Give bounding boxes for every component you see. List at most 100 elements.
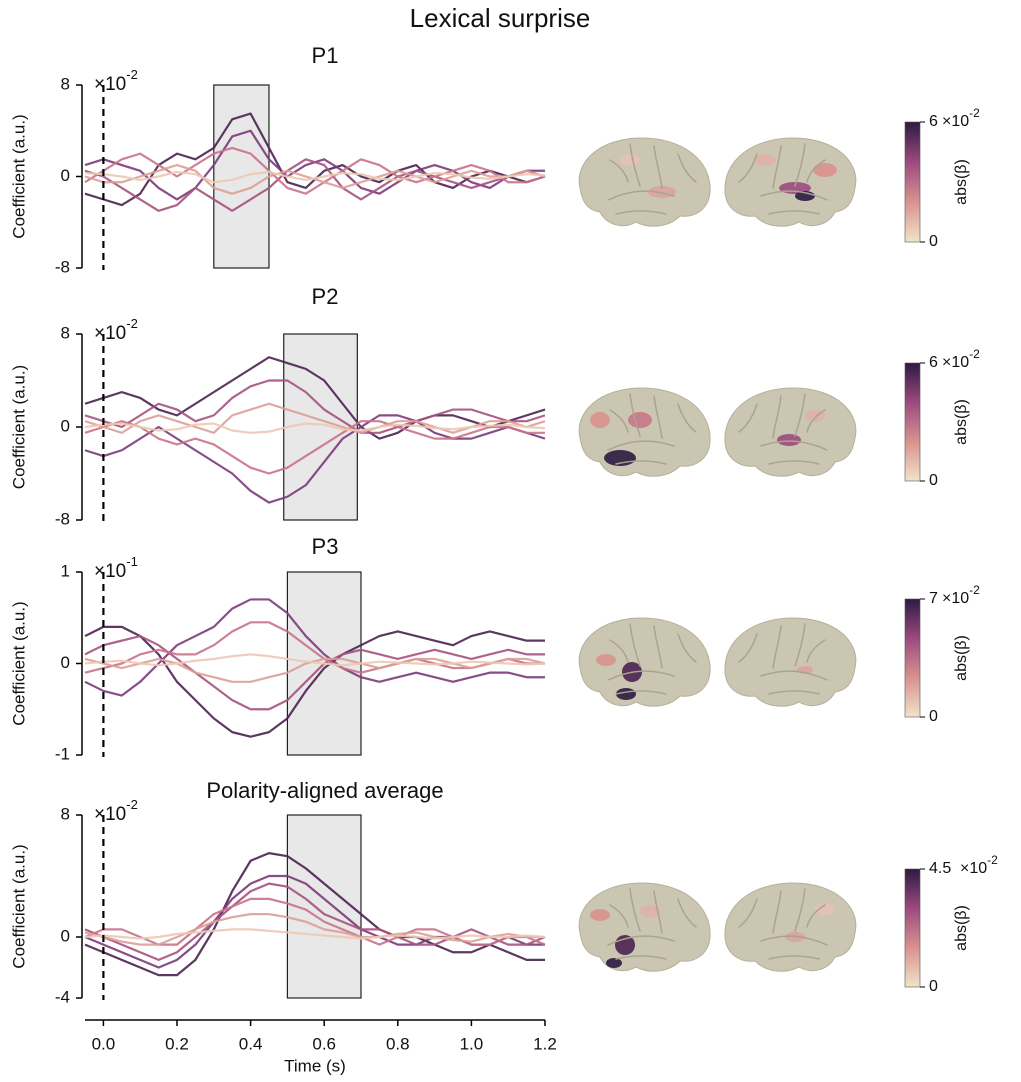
multiplier-exponent: -2 — [126, 316, 138, 331]
multiplier-exponent: -2 — [969, 106, 980, 120]
multiplier-exponent: -2 — [126, 797, 138, 812]
colorbar — [904, 598, 921, 718]
multiplier-base: ×10 — [942, 113, 969, 130]
colorbar-label: abs(β) — [953, 635, 970, 681]
activation-patch — [640, 905, 660, 917]
trace-line — [84, 928, 546, 940]
trace-line — [84, 653, 546, 667]
y-tick-label: 8 — [61, 804, 70, 823]
y-tick-label: -8 — [55, 257, 70, 276]
colorbar-tick-label: 7 — [929, 590, 938, 607]
y-axis-label: Coefficient (a.u.) — [9, 114, 28, 238]
trace-line — [84, 170, 546, 184]
y-tick-label: -8 — [55, 509, 70, 528]
x-axis-label: Time (s) — [284, 1056, 346, 1075]
brain-surface — [724, 387, 857, 477]
colorbar — [904, 121, 921, 243]
multiplier-exponent: -2 — [126, 67, 138, 82]
activation-patch — [815, 903, 835, 915]
activation-patch — [628, 412, 652, 428]
brain-right — [724, 387, 857, 477]
activation-patch — [590, 412, 610, 428]
brain-surface — [724, 137, 857, 227]
y-tick-label: 0 — [61, 416, 70, 435]
y-tick-label: 0 — [61, 653, 70, 672]
trace-line — [84, 634, 545, 711]
multiplier-base: ×10 — [960, 860, 987, 877]
multiplier-base: ×10 — [942, 354, 969, 371]
trace-line — [84, 163, 546, 195]
colorbar-tick-label: 6 — [929, 354, 938, 371]
colorbar-multiplier: ×10-2 — [942, 583, 980, 607]
colorbar-multiplier: ×10-2 — [942, 106, 980, 130]
colorbar-multiplier: ×10-2 — [942, 347, 980, 371]
brain-surface — [578, 882, 711, 972]
trace-line — [84, 897, 546, 946]
multiplier-base: ×10 — [94, 561, 126, 582]
colorbar-tick-label: 6 — [929, 113, 938, 130]
activation-patch — [813, 163, 837, 177]
y-multiplier: ×10-2 — [94, 797, 138, 825]
y-tick-label: -1 — [55, 744, 70, 763]
colorbar-tick-label: 4.5 — [929, 860, 951, 877]
multiplier-base: ×10 — [94, 74, 126, 95]
multiplier-exponent: -2 — [969, 583, 980, 597]
figure-title: Lexical surprise — [410, 3, 591, 33]
multiplier-base: ×10 — [94, 323, 126, 344]
trace-line — [84, 112, 546, 207]
brain-left — [578, 137, 711, 227]
y-axis-label: Coefficient (a.u.) — [9, 365, 28, 489]
x-tick-label: 1.0 — [460, 1034, 484, 1053]
colorbar-label: abs(β) — [953, 399, 970, 445]
activation-patch — [620, 154, 640, 166]
colorbar-label: abs(β) — [953, 905, 970, 951]
y-axis-label: Coefficient (a.u.) — [9, 844, 28, 968]
trace-line — [84, 882, 546, 961]
colorbar-tick-label: 0 — [929, 472, 938, 489]
y-multiplier: ×10-2 — [94, 67, 138, 95]
brain-left — [578, 617, 711, 707]
trace-line — [84, 422, 546, 434]
y-tick-label: 0 — [61, 926, 70, 945]
y-tick-label: 8 — [61, 74, 70, 93]
activation-patch — [606, 958, 622, 968]
colorbar — [904, 362, 921, 482]
brain-surface — [724, 617, 857, 707]
colorbar-tick-label: 0 — [929, 708, 938, 725]
trace-line — [84, 414, 546, 504]
activation-patch — [777, 434, 801, 446]
brain-surface — [724, 882, 857, 972]
trace-line — [84, 158, 546, 212]
panel: Polarity-aligned average -4 0 8 Coefficient … — [9, 778, 998, 1076]
panel-title: P2 — [312, 284, 339, 309]
panel-title: P1 — [312, 43, 339, 68]
panel-title: Polarity-aligned average — [206, 778, 443, 803]
x-tick-label: 0.0 — [92, 1034, 116, 1053]
y-tick-label: 8 — [61, 323, 70, 342]
x-tick-label: 0.8 — [386, 1034, 410, 1053]
trace-line — [84, 379, 546, 434]
colorbar-label: abs(β) — [953, 159, 970, 205]
y-multiplier: ×10-2 — [94, 316, 138, 344]
y-axis-label: Coefficient (a.u.) — [9, 601, 28, 725]
multiplier-exponent: -1 — [126, 554, 138, 569]
brain-surface — [578, 137, 711, 227]
colorbar-tick-label: 0 — [929, 233, 938, 250]
y-tick-label: 0 — [61, 166, 70, 185]
trace-line — [84, 913, 545, 946]
x-tick-label: 0.4 — [239, 1034, 263, 1053]
brain-left — [578, 882, 711, 972]
x-tick-label: 0.6 — [312, 1034, 336, 1053]
colorbar — [904, 868, 921, 988]
multiplier-exponent: -2 — [987, 853, 998, 867]
brain-right — [724, 137, 857, 227]
panel-title: P3 — [312, 534, 339, 559]
multiplier-base: ×10 — [94, 804, 126, 825]
brain-right — [724, 882, 857, 972]
y-multiplier: ×10-1 — [94, 554, 138, 582]
